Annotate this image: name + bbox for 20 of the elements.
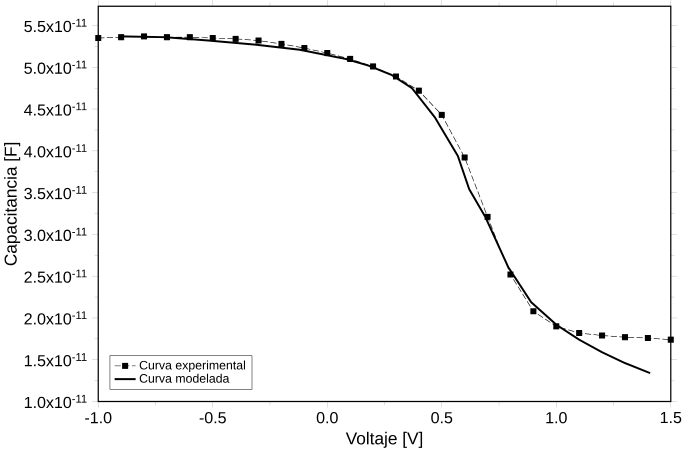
- y-tick-label: 4.0x10$^{-11}$: [24, 144, 87, 158]
- y-tick-label: 5.5x10$^{-11}$: [24, 18, 87, 32]
- x-tick-label: -1.0: [85, 412, 112, 424]
- y-axis-title: Capacitancia [F]: [4, 142, 20, 266]
- y-tick-label: 3.5x10$^{-11}$: [24, 186, 87, 200]
- y-tick-label: 5.0x10$^{-11}$: [24, 60, 87, 74]
- y-tick-label: 1.0x10$^{-11}$: [24, 394, 87, 408]
- y-tick-label: 2.5x10$^{-11}$: [24, 270, 87, 283]
- x-tick-label: 1.0: [546, 412, 567, 424]
- legend-label: Curva modelada: [140, 374, 230, 383]
- y-tick-label: 1.5x10$^{-11}$: [24, 353, 87, 366]
- x-tick-label: 0.5: [431, 412, 452, 424]
- y-tick-label: 2.0x10$^{-11}$: [24, 311, 87, 325]
- y-tick-label: 3.0x10$^{-11}$: [24, 228, 87, 242]
- y-tick-label: 4.5x10$^{-11}$: [24, 102, 87, 116]
- legend-label: Curva experimental: [140, 360, 245, 372]
- x-axis-title: Voltaje [V]: [346, 432, 422, 448]
- x-tick-label: 1.5: [660, 412, 682, 424]
- x-tick-label: 0.0: [316, 412, 338, 424]
- x-tick-label: -0.5: [200, 412, 226, 424]
